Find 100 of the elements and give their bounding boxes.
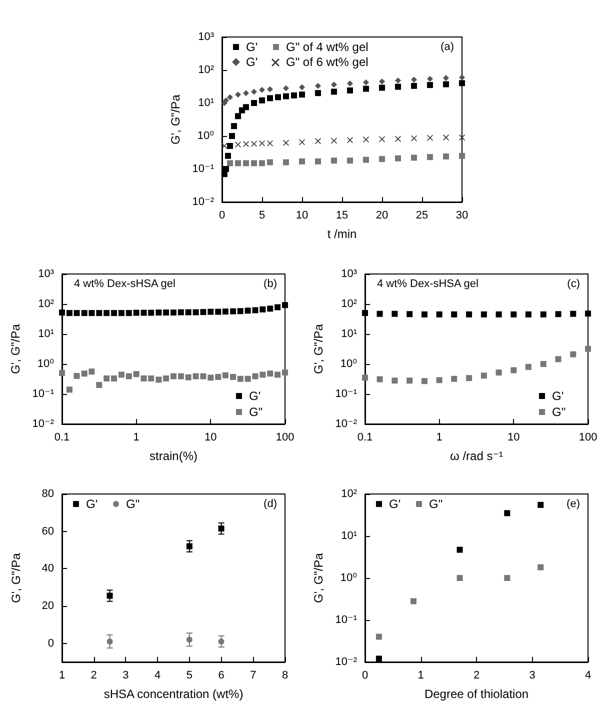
- point: [96, 310, 102, 316]
- legend-label: G': [389, 497, 401, 511]
- point: [222, 372, 228, 378]
- y-tick-label: 10²: [198, 64, 214, 76]
- y-tick-label: 10¹: [198, 97, 214, 109]
- point: [421, 378, 428, 384]
- point: [274, 372, 281, 378]
- x-tick-label: 10: [204, 432, 217, 444]
- point: [244, 376, 251, 382]
- point: [347, 87, 353, 94]
- point: [459, 152, 465, 159]
- point: [88, 368, 95, 375]
- point: [185, 309, 192, 316]
- point: [231, 123, 237, 130]
- point: [395, 78, 401, 84]
- point: [227, 160, 233, 166]
- point: [96, 382, 102, 388]
- y-tick-label: 10²: [341, 298, 358, 310]
- point: [283, 159, 289, 166]
- point: [540, 361, 546, 367]
- point: [221, 142, 228, 149]
- point: [163, 310, 170, 316]
- point: [376, 656, 382, 662]
- x-tick-label: 6: [218, 670, 224, 682]
- point: [66, 310, 72, 316]
- point: [88, 310, 95, 316]
- point: [331, 82, 337, 88]
- point: [252, 373, 258, 380]
- point: [186, 636, 192, 643]
- point: [218, 526, 224, 532]
- point: [410, 598, 417, 604]
- x-tick-label: 100: [578, 432, 598, 444]
- point: [81, 370, 88, 377]
- point: [406, 378, 413, 384]
- legend-label: G": [552, 405, 566, 419]
- x-tick-label: 1: [418, 670, 424, 682]
- point: [376, 310, 383, 317]
- annotation: (d): [264, 498, 277, 510]
- y-tick-label: 10⁻²: [335, 418, 358, 430]
- y-tick-label: 10⁰: [37, 358, 55, 370]
- point: [156, 310, 162, 316]
- point: [555, 311, 562, 318]
- legend-label: G": [126, 497, 140, 511]
- point: [215, 374, 222, 380]
- point: [267, 159, 273, 166]
- annotation: 4 wt% Dex-sHSA gel: [377, 278, 478, 290]
- point: [363, 136, 369, 143]
- x-tick-label: 3: [122, 670, 129, 682]
- y-tick-label: 10⁰: [340, 358, 358, 370]
- point: [235, 92, 241, 98]
- point: [347, 158, 353, 164]
- point: [148, 375, 154, 382]
- point: [427, 76, 433, 82]
- point: [118, 372, 124, 378]
- y-tick-label: 10⁻¹: [335, 614, 358, 626]
- x-tick-label: 15: [336, 210, 348, 222]
- point: [170, 373, 176, 380]
- point: [379, 78, 385, 84]
- point: [106, 638, 113, 644]
- x-tick-label: 0: [218, 210, 226, 222]
- point: [362, 310, 368, 316]
- x-tick-label: 5: [258, 210, 266, 222]
- x-tick-label: 0: [362, 670, 368, 682]
- point: [59, 370, 65, 376]
- point: [504, 575, 510, 581]
- point: [260, 306, 266, 312]
- point: [133, 371, 140, 378]
- x-tick-label: 1: [58, 670, 66, 682]
- x-tick-label: 2: [90, 670, 97, 682]
- x-tick-label: 10: [508, 432, 520, 444]
- point: [267, 370, 274, 377]
- point: [140, 310, 147, 316]
- point: [510, 311, 517, 318]
- point: [259, 86, 265, 93]
- y-axis-title: G', G"/Pa: [8, 324, 22, 374]
- point: [223, 166, 229, 172]
- point: [118, 310, 124, 316]
- point: [504, 510, 510, 516]
- x-tick-label: 2: [473, 670, 480, 682]
- point: [274, 304, 281, 310]
- point: [362, 374, 368, 381]
- y-tick-label: 10¹: [38, 328, 54, 340]
- legend-label: G" of 6 wt% gel: [286, 55, 368, 69]
- legend-label: G': [249, 389, 261, 403]
- legend-label: G": [249, 405, 263, 419]
- point: [227, 142, 233, 149]
- point: [376, 634, 382, 640]
- point: [331, 158, 337, 164]
- point: [252, 307, 258, 314]
- point: [282, 302, 288, 308]
- point: [466, 375, 472, 382]
- point: [538, 502, 544, 508]
- point: [363, 79, 369, 86]
- x-tick-label: 0.1: [54, 432, 70, 444]
- point: [208, 308, 214, 315]
- point: [451, 376, 458, 382]
- y-axis-title: G', G"/Pa: [311, 552, 326, 603]
- point: [104, 310, 110, 316]
- y-tick-label: 10⁻²: [335, 656, 358, 668]
- x-tick-label: 7: [250, 670, 256, 682]
